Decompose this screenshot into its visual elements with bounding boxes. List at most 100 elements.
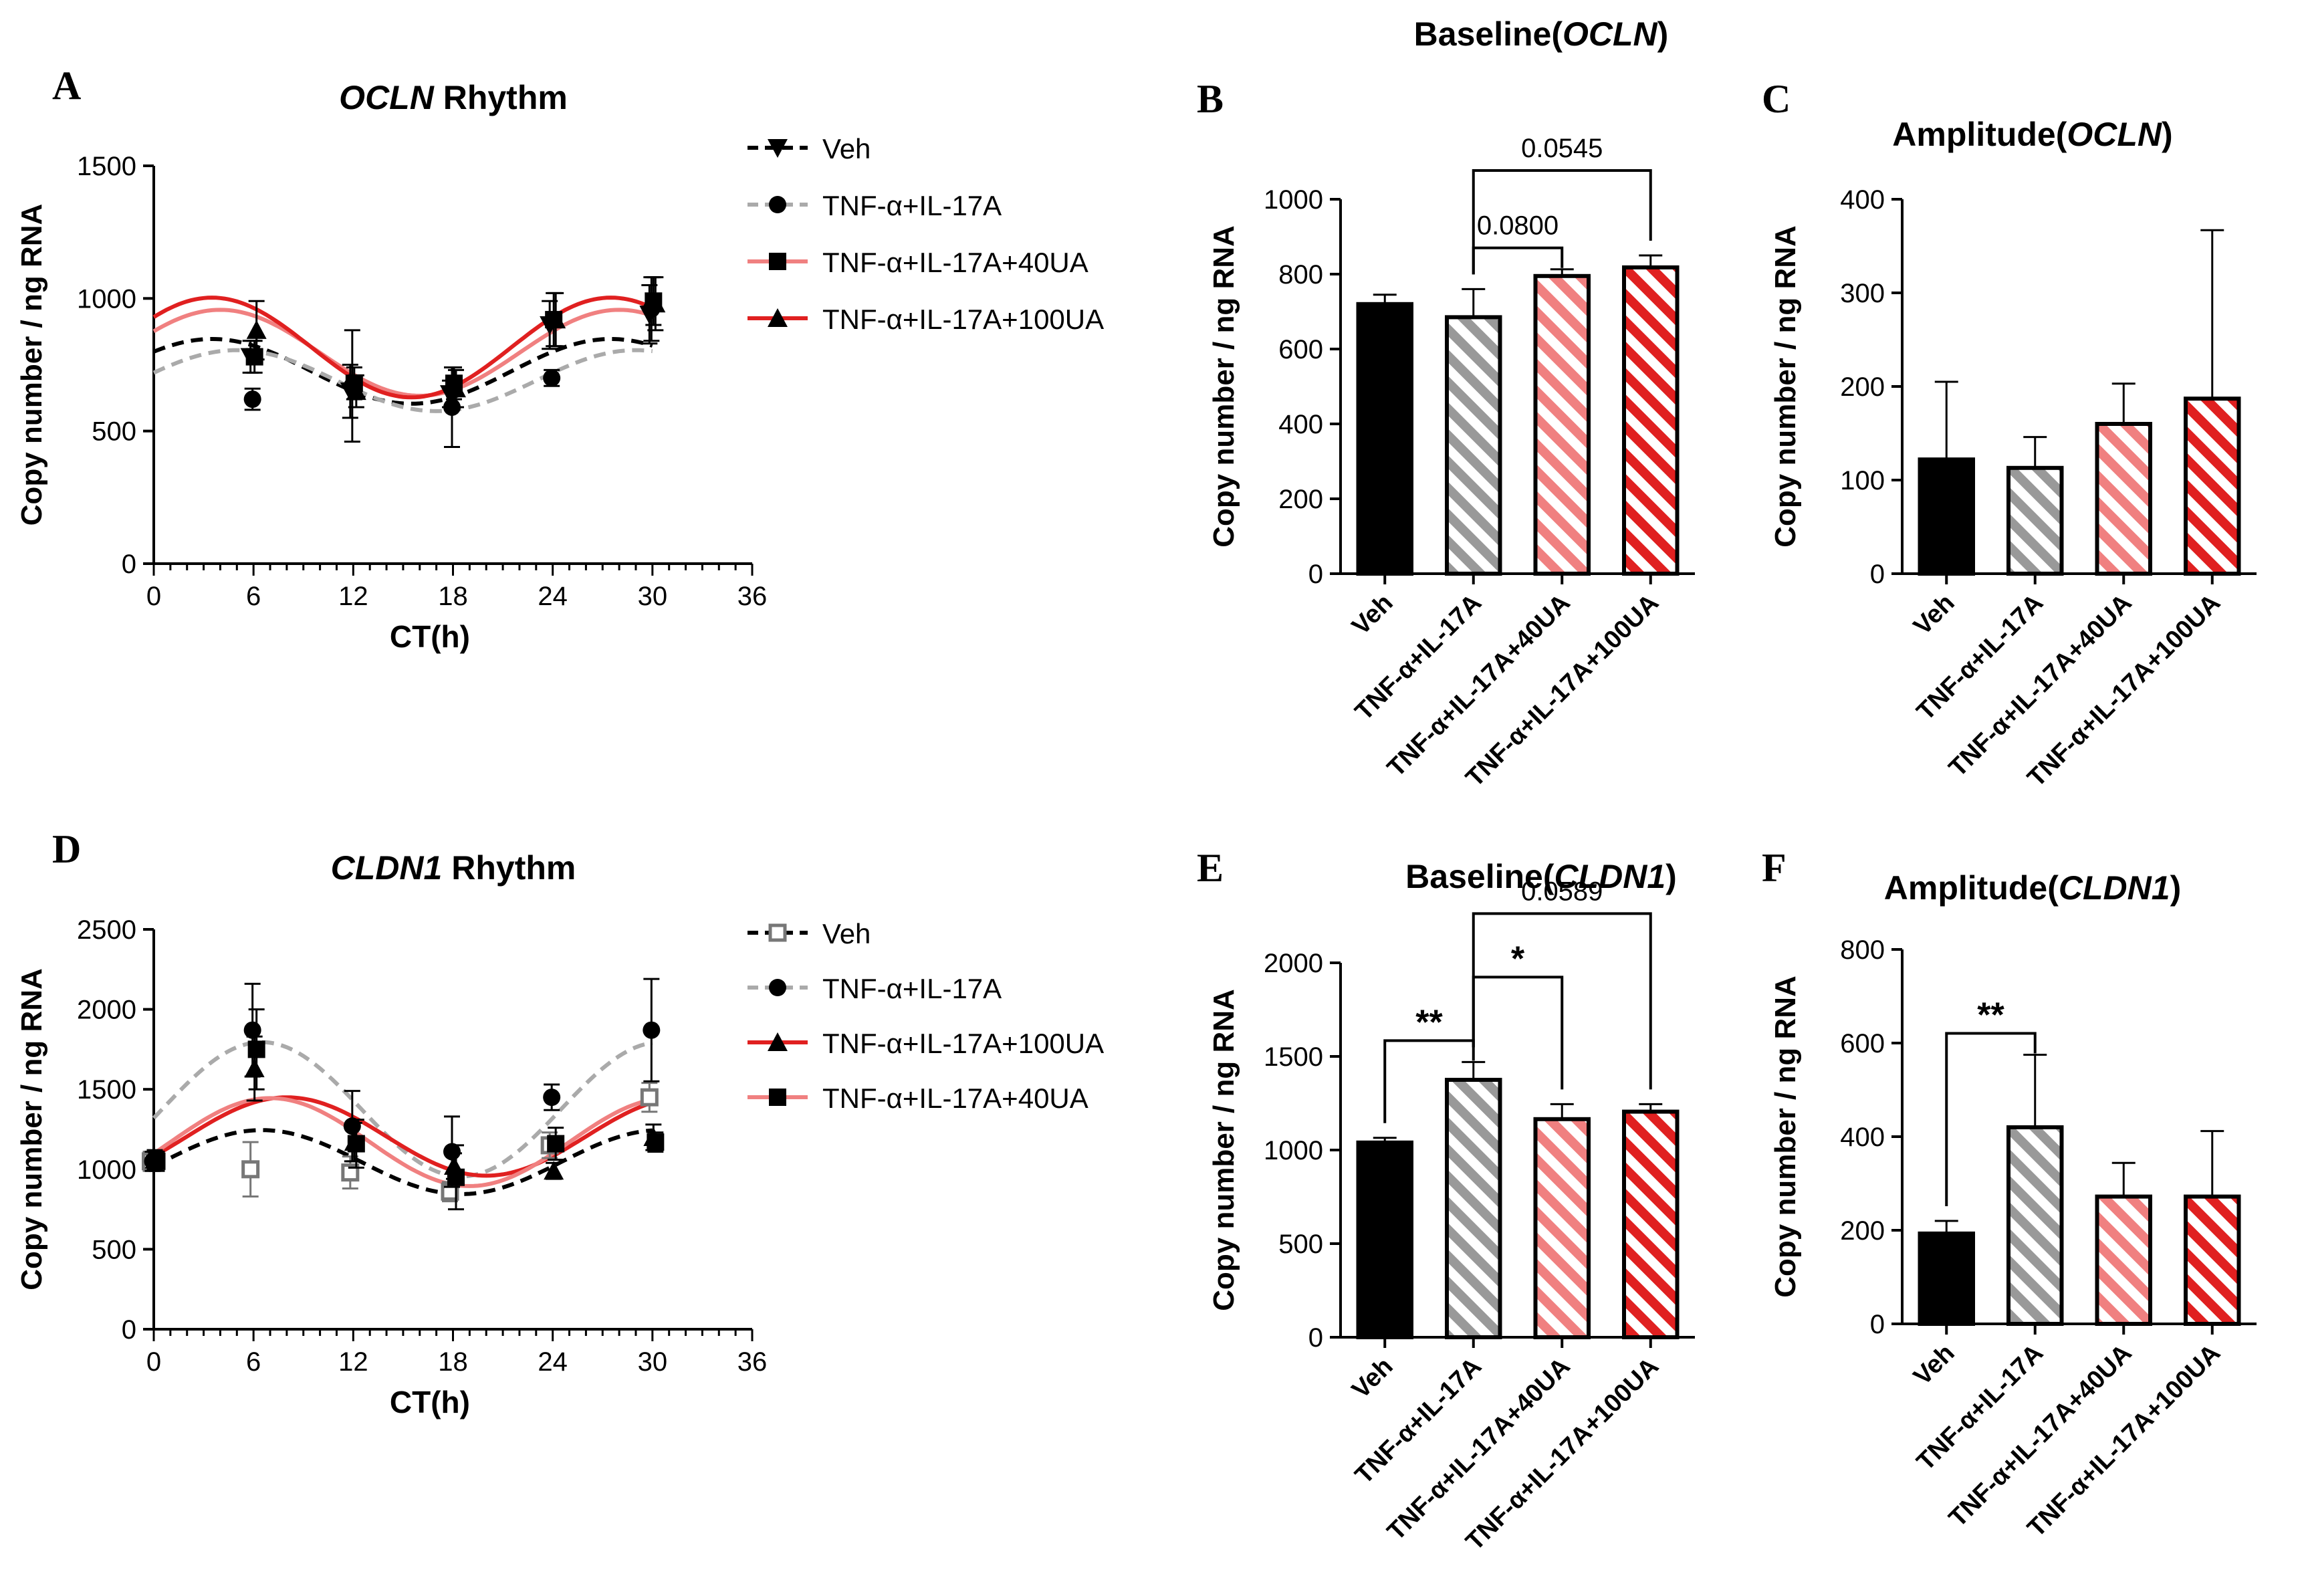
y-tick-label: 400 [1840, 185, 1885, 215]
panel-letter-a: A [52, 64, 81, 108]
fit-curve-2 [152, 1095, 653, 1178]
bar-0 [1356, 1140, 1413, 1340]
legend-label: TNF-α+IL-17A+100UA [822, 304, 1104, 335]
x-tick-label: 36 [737, 582, 768, 611]
data-point-square-marker [247, 1040, 265, 1058]
x-tick-label: 18 [438, 582, 468, 611]
data-point-open-square-marker [640, 1088, 659, 1107]
x-tick-label: 0 [146, 582, 161, 611]
y-tick-label: 300 [1840, 279, 1885, 308]
chart-title: OCLN Rhythm [339, 79, 568, 116]
data-point-open-square-marker [241, 1160, 260, 1179]
y-tick-label: 1500 [77, 152, 136, 181]
bar-3 [1622, 265, 1680, 576]
chart-title: Baseline(OCLN) [1414, 15, 1669, 53]
legend-label: TNF-α+IL-17A+100UA [822, 1028, 1104, 1059]
panel-letter-c: C [1762, 77, 1791, 121]
bar-0 [1918, 457, 1975, 576]
panel-letter-e: E [1197, 846, 1224, 890]
significance-label: 0.0545 [1521, 134, 1603, 163]
data-point-triangle-marker [645, 294, 666, 313]
x-tick-label: 0 [146, 1347, 161, 1377]
legend-open-square-marker [768, 923, 787, 942]
y-tick-label: 1000 [1264, 1136, 1323, 1165]
legend-circle-marker [769, 196, 786, 213]
bar-2 [2095, 1194, 2152, 1326]
x-tick-label: 12 [338, 582, 368, 611]
data-point-square-marker [347, 1135, 365, 1153]
legend-label: Veh [822, 133, 871, 164]
y-axis-label: Copy number / ng RNA [15, 968, 48, 1290]
data-point-triangle-marker [446, 378, 466, 398]
data-point-square-marker [447, 1168, 465, 1186]
x-tick-label: 6 [246, 582, 261, 611]
x-tick-label: 36 [737, 1347, 768, 1377]
x-tick-label: 30 [638, 582, 668, 611]
chart-title: Baseline(CLDN1) [1405, 858, 1677, 895]
data-point-circle-marker [643, 1021, 661, 1039]
panel-a: A OCLN Rhythm 0 500 1000 1500 0 6 12 18 24 30 36 CT(h… [15, 64, 1104, 654]
fit-curve-2 [152, 308, 653, 398]
y-tick-label: 0 [122, 1315, 136, 1345]
chart-title: CLDN1 Rhythm [331, 849, 576, 887]
x-tick-label: 18 [438, 1347, 468, 1377]
significance-label: 0.0589 [1521, 877, 1603, 906]
legend-label: TNF-α+IL-17A [822, 190, 1002, 221]
y-tick-label: 500 [92, 417, 136, 447]
data-point-square-marker [148, 1152, 166, 1170]
data-point-square-marker [647, 1133, 665, 1151]
x-tick-label: 30 [638, 1347, 668, 1377]
legend-square-marker [769, 253, 786, 270]
y-tick-label: 200 [1278, 485, 1323, 514]
fit-curve-0 [152, 336, 653, 406]
series-3 [246, 276, 666, 409]
bar-3 [1622, 1109, 1680, 1339]
bar-3 [2184, 1194, 2241, 1326]
y-axis-label: Copy number / ng RNA [1769, 225, 1802, 548]
significance-bracket [1472, 169, 1652, 275]
x-tick-label: 24 [538, 582, 568, 611]
bar-2 [1533, 1117, 1591, 1340]
y-tick-label: 600 [1840, 1029, 1885, 1058]
data-point-circle-marker [543, 1089, 561, 1107]
significance-label: * [1511, 939, 1525, 978]
x-axis-label: CT(h) [390, 619, 470, 654]
legend-label: Veh [822, 918, 871, 949]
y-axis-label: Copy number / ng RNA [1769, 976, 1802, 1298]
y-axis-label: Copy number / ng RNA [15, 204, 48, 526]
data-point-triangle-marker [544, 1161, 564, 1180]
legend-triangle-marker [768, 308, 788, 327]
y-tick-label: 2500 [77, 915, 136, 945]
data-point-circle-marker [543, 369, 561, 387]
x-tick-label: 24 [538, 1347, 568, 1377]
series-3 [148, 1008, 665, 1211]
legend-label: TNF-α+IL-17A+40UA [822, 247, 1088, 278]
chart-title: Amplitude(OCLN) [1892, 116, 2172, 153]
bar-0 [1356, 302, 1413, 576]
significance-label: 0.0800 [1477, 211, 1559, 241]
bar-1 [1445, 315, 1502, 576]
y-tick-label: 2000 [77, 996, 136, 1025]
y-tick-label: 1000 [1264, 185, 1323, 215]
y-tick-label: 500 [92, 1235, 136, 1264]
y-tick-label: 0 [1870, 1310, 1885, 1339]
significance-bracket [1383, 1039, 1475, 1123]
x-tick-label: 6 [246, 1347, 261, 1377]
significance-label: ** [1977, 996, 2004, 1035]
data-point-triangle-marker [346, 381, 366, 401]
bar-3 [2184, 396, 2241, 576]
y-tick-label: 1000 [77, 1155, 136, 1185]
x-tick-label: 12 [338, 1347, 368, 1377]
x-axis-label: CT(h) [390, 1385, 470, 1419]
bar-0 [1918, 1231, 1975, 1327]
bar-2 [2095, 422, 2152, 576]
significance-label: ** [1415, 1003, 1443, 1042]
y-tick-label: 0 [122, 550, 136, 579]
fit-curve-3 [152, 1096, 653, 1188]
y-tick-label: 200 [1840, 1216, 1885, 1246]
legend-triangle-marker [768, 1032, 788, 1051]
y-tick-label: 1000 [77, 284, 136, 314]
panel-letter-d: D [52, 827, 81, 871]
legend-tri-down-marker [768, 139, 788, 158]
